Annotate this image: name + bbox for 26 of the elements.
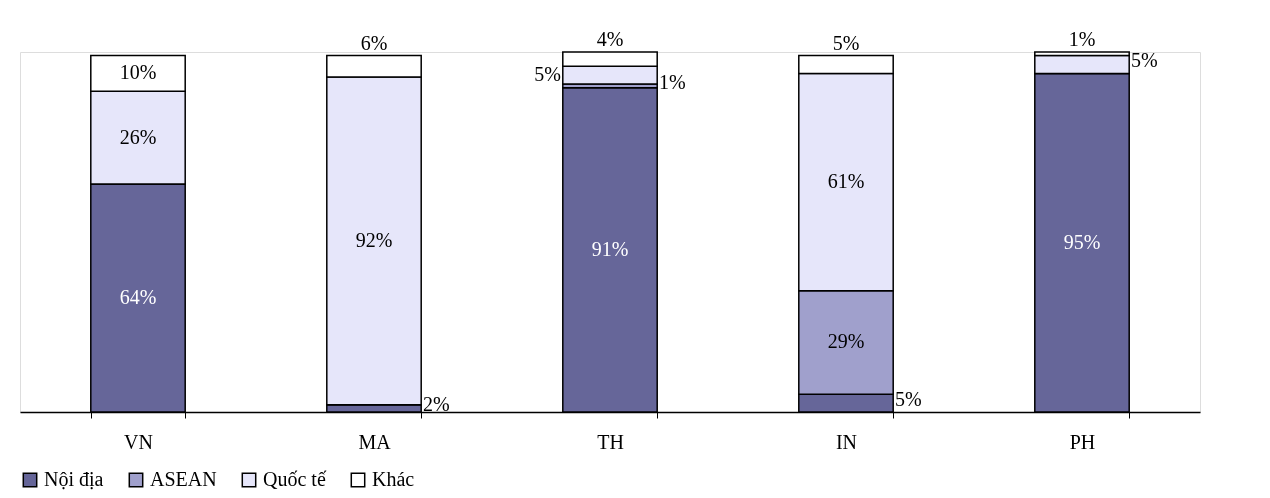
- data-label: 64%: [119, 285, 157, 308]
- data-label: 10%: [119, 61, 157, 84]
- data-label: 2%: [423, 393, 450, 416]
- x-tick-label: IN: [835, 430, 858, 453]
- legend-label: Khác: [372, 468, 415, 490]
- data-label: 61%: [827, 170, 865, 193]
- data-label: 29%: [827, 330, 865, 353]
- data-label: 91%: [591, 237, 629, 260]
- data-label: 5%: [534, 63, 561, 86]
- data-label: 1%: [659, 70, 686, 93]
- data-label: 1%: [1068, 28, 1096, 50]
- x-tick-label: TH: [597, 430, 624, 453]
- x-tick-label: PH: [1069, 430, 1096, 453]
- data-label: 26%: [119, 125, 157, 148]
- data-label: 6%: [360, 31, 388, 54]
- legend-label: Nội địa: [44, 468, 104, 490]
- x-tick-label: MA: [358, 430, 392, 453]
- data-label: 4%: [596, 28, 624, 50]
- data-label: 95%: [1063, 230, 1101, 253]
- legend-label: ASEAN: [150, 468, 217, 490]
- data-label: 5%: [832, 31, 860, 54]
- legend-label: Quốc tế: [263, 468, 327, 490]
- x-tick-label: VN: [124, 430, 153, 453]
- data-label: 5%: [1131, 49, 1158, 72]
- data-label: 5%: [895, 388, 922, 411]
- data-label: 92%: [355, 228, 393, 251]
